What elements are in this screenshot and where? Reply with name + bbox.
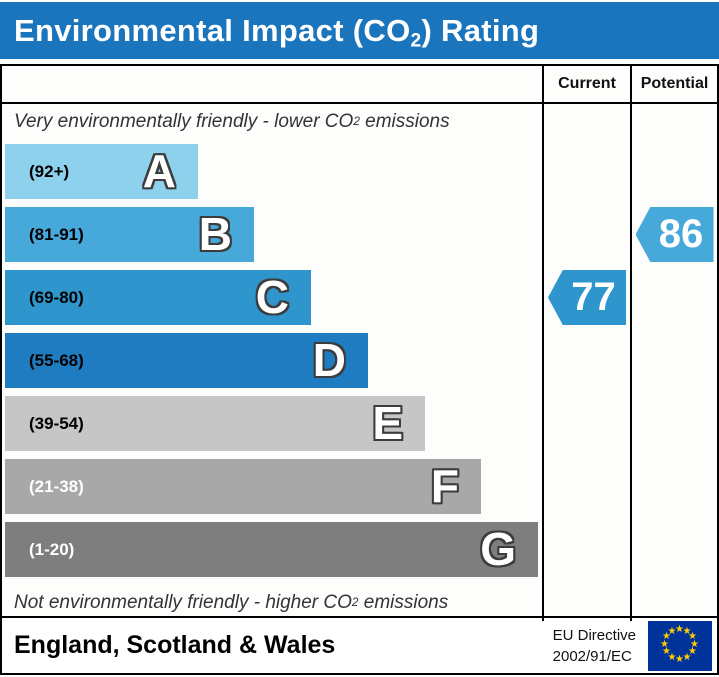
bands-area: (92+) A (81-91) B (69-80) C — [2, 140, 542, 585]
eu-flag-star: ★ — [675, 623, 684, 635]
current-slot-d — [544, 333, 630, 388]
header-potential: Potential — [630, 66, 717, 102]
band-bar-c: (69-80) C — [5, 270, 311, 325]
potential-slot-a — [632, 144, 717, 199]
eu-flag-star: ★ — [690, 638, 699, 650]
bands-column: Very environmentally friendly - lower CO… — [2, 104, 542, 621]
caption-bottom-text: Not environmentally friendly - higher CO — [14, 592, 352, 613]
page-title: Environmental Impact (CO2) Rating — [14, 12, 540, 51]
eu-flag-star: ★ — [682, 625, 692, 637]
potential-slot-d — [632, 333, 717, 388]
caption-top-suffix: emissions — [359, 111, 450, 132]
eu-directive-line1: EU Directive — [552, 626, 636, 644]
band-bar-g: (1-20) G — [5, 522, 538, 577]
band-row-b: (81-91) B — [5, 207, 542, 262]
band-range-label: (92+) — [29, 161, 70, 181]
region-label: England, Scotland & Wales — [14, 631, 336, 659]
eu-flag-star: ★ — [662, 631, 671, 642]
band-letter: F — [430, 460, 459, 512]
current-rating-arrow: 77 — [548, 270, 626, 325]
caption-bottom-suffix: emissions — [358, 592, 449, 613]
eu-flag-star: ★ — [667, 651, 677, 663]
potential-slot-g — [632, 522, 717, 577]
band-range-label: (39-54) — [29, 413, 84, 433]
header-bands-spacer — [2, 66, 542, 102]
band-letter: A — [142, 145, 176, 197]
current-column-spacer — [544, 104, 630, 144]
band-range-label: (21-38) — [29, 476, 84, 496]
band-letter: E — [372, 397, 403, 449]
current-slot-c: 77 — [544, 270, 630, 325]
page-title-text: Environmental Impact (CO — [14, 12, 411, 48]
potential-slot-e — [632, 396, 717, 451]
band-row-d: (55-68) D — [5, 333, 542, 388]
potential-slot-c — [632, 270, 717, 325]
current-column: 77 — [542, 104, 630, 621]
potential-column: 86 — [630, 104, 717, 621]
band-range-label: (1-20) — [29, 539, 75, 559]
band-bar-e: (39-54) E — [5, 396, 425, 451]
band-letter: C — [255, 271, 289, 323]
band-bar-b: (81-91) B — [5, 207, 254, 262]
band-letter: D — [312, 334, 346, 386]
eu-flag-icon: ★ ★ ★ ★ ★ ★ ★ ★ ★ ★ ★ ★ — [648, 620, 712, 671]
eu-flag-star: ★ — [688, 631, 697, 642]
band-range-label: (69-80) — [29, 287, 84, 307]
current-slot-e — [544, 396, 630, 451]
band-range-label: (55-68) — [29, 350, 84, 370]
band-row-a: (92+) A — [5, 144, 542, 199]
eu-flag-star: ★ — [688, 646, 697, 657]
band-row-g: (1-20) G — [5, 522, 542, 577]
eu-flag-star: ★ — [675, 653, 684, 665]
band-letter: G — [480, 523, 516, 575]
band-row-e: (39-54) E — [5, 396, 542, 451]
caption-bottom: Not environmentally friendly - higher CO… — [14, 592, 449, 613]
band-bar-a: (92+) A — [5, 144, 198, 199]
eu-flag-star: ★ — [667, 625, 677, 637]
current-slot-a — [544, 144, 630, 199]
page-title-suffix: ) Rating — [421, 12, 540, 48]
footer: England, Scotland & Wales EU Directive 2… — [0, 616, 719, 675]
header-current: Current — [542, 66, 630, 102]
table-header-row: Current Potential — [2, 66, 717, 104]
potential-slot-b: 86 — [632, 207, 717, 262]
current-slot-g — [544, 522, 630, 577]
current-slot-b — [544, 207, 630, 262]
potential-rating-arrow: 86 — [635, 207, 714, 262]
eu-directive-label: EU Directive 2002/91/EC — [553, 625, 636, 667]
eu-directive-line2: 2002/91/EC — [552, 647, 632, 665]
band-letter: B — [198, 208, 232, 260]
band-bar-f: (21-38) F — [5, 459, 481, 514]
epc-rating-table: Current Potential Very environmentally f… — [0, 64, 719, 621]
potential-slot-f — [632, 459, 717, 514]
page-title-subscript: 2 — [410, 29, 422, 51]
band-row-f: (21-38) F — [5, 459, 542, 514]
band-row-c: (69-80) C — [5, 270, 542, 325]
eu-flag-star: ★ — [682, 651, 692, 663]
potential-column-spacer — [632, 104, 717, 144]
eu-flag-star: ★ — [662, 646, 671, 657]
eu-flag-star: ★ — [660, 638, 669, 650]
band-bar-d: (55-68) D — [5, 333, 368, 388]
table-body: Very environmentally friendly - lower CO… — [2, 104, 717, 621]
caption-top-text: Very environmentally friendly - lower CO — [14, 111, 354, 132]
title-bar: Environmental Impact (CO2) Rating — [0, 2, 719, 59]
band-range-label: (81-91) — [29, 224, 84, 244]
current-slot-f — [544, 459, 630, 514]
caption-top: Very environmentally friendly - lower CO… — [14, 111, 450, 132]
